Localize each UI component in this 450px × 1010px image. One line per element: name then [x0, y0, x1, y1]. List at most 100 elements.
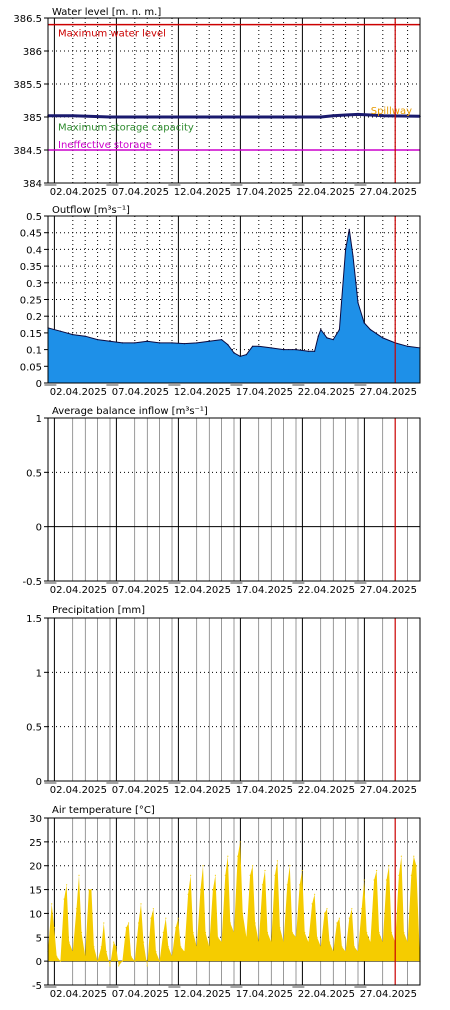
data-point [171, 342, 173, 344]
x-tick-label: 12.04.2025 [174, 585, 231, 596]
data-point [100, 946, 102, 948]
data-point [159, 960, 161, 962]
data-point [196, 946, 198, 948]
data-point [78, 874, 80, 876]
y-tick-label: 386 [23, 47, 42, 58]
plot-frame [47, 17, 421, 184]
data-point [88, 889, 90, 891]
y-tick-label: 15 [29, 886, 42, 897]
reference-label: Ineffective storage [58, 140, 152, 151]
x-tick-label: 02.04.2025 [50, 187, 107, 198]
data-point [373, 879, 375, 881]
data-point [192, 931, 194, 934]
data-point [301, 869, 303, 872]
data-point [400, 855, 402, 857]
data-point [348, 917, 350, 919]
data-point [134, 342, 136, 344]
data-point [159, 342, 161, 344]
data-point [175, 927, 177, 929]
data-point [59, 330, 62, 332]
data-point [274, 874, 276, 876]
chart-1: Outflow [m³s⁻¹] 0 0.05 0.1 0.15 0.2 0.25 0.3 0.3… [20, 205, 421, 398]
data-point [97, 960, 99, 962]
data-point [357, 951, 359, 953]
data-point [72, 951, 74, 953]
data-point [410, 874, 412, 876]
data-point [352, 255, 354, 257]
data-point [341, 946, 343, 948]
data-point [407, 941, 409, 943]
data-point [344, 114, 347, 116]
data-point [204, 931, 207, 934]
data-point [279, 927, 281, 929]
reference-label: Maximum water level [58, 29, 166, 40]
data-point [304, 931, 306, 934]
data-point [146, 965, 148, 967]
data-point [167, 946, 169, 948]
chart-2: Average balance inflow [m³s⁻¹] -0.5 0 0.5 1 0… [22, 406, 421, 596]
data-point [115, 946, 117, 948]
data-point [80, 931, 83, 934]
data-point [276, 860, 278, 862]
x-tick-label: 12.04.2025 [174, 387, 231, 398]
data-point [403, 931, 405, 934]
data-point [307, 941, 309, 943]
data-point [361, 908, 363, 910]
data-point [66, 884, 68, 886]
data-point [320, 946, 322, 948]
y-tick-label: 20 [29, 862, 42, 873]
data-point [183, 116, 186, 118]
data-point [254, 922, 256, 924]
data-point [385, 879, 388, 881]
data-point [214, 874, 216, 876]
data-point [345, 951, 347, 953]
data-point [332, 951, 334, 953]
data-point [128, 922, 130, 924]
data-point [134, 960, 136, 962]
data-point [261, 884, 264, 886]
y-tick-label: -0.5 [22, 577, 42, 588]
data-point [363, 322, 365, 324]
plot-frame [47, 617, 421, 782]
data-point [332, 339, 334, 341]
data-point [382, 941, 384, 943]
plot-frame [47, 817, 421, 986]
x-tick-label: 17.04.2025 [236, 187, 293, 198]
data-point [258, 345, 260, 347]
data-point [142, 941, 145, 943]
data-point [242, 912, 244, 915]
data-point [190, 874, 192, 876]
data-point [314, 893, 316, 895]
data-point [165, 917, 167, 919]
data-point [299, 884, 301, 886]
data-point [84, 335, 86, 337]
chart-title: Precipitation [mm] [52, 605, 145, 616]
chart-title: Water level [m. n. m.] [52, 7, 161, 18]
data-point [311, 903, 313, 905]
y-tick-label: 0.5 [26, 468, 42, 479]
data-point [357, 302, 359, 304]
data-point [415, 865, 417, 867]
data-point [103, 922, 105, 924]
y-tick-label: 0 [36, 777, 42, 788]
data-point [307, 350, 309, 352]
data-point [180, 946, 182, 948]
x-tick-label: 02.04.2025 [50, 585, 107, 596]
data-point [382, 337, 384, 339]
data-point [328, 941, 331, 943]
x-tick-label: 22.04.2025 [298, 387, 355, 398]
data-point [295, 349, 297, 351]
x-tick-label: 22.04.2025 [298, 585, 355, 596]
x-tick-label: 22.04.2025 [298, 989, 355, 1000]
data-point [286, 884, 288, 886]
data-point [323, 912, 326, 915]
data-point [183, 951, 185, 953]
data-point [252, 345, 254, 347]
y-tick-label: 0 [36, 523, 42, 534]
data-point [252, 865, 254, 867]
data-point [239, 355, 241, 357]
chart-title: Outflow [m³s⁻¹] [52, 205, 130, 216]
data-point [317, 335, 319, 337]
data-point [56, 955, 58, 958]
y-tick-label: 10 [29, 909, 42, 920]
